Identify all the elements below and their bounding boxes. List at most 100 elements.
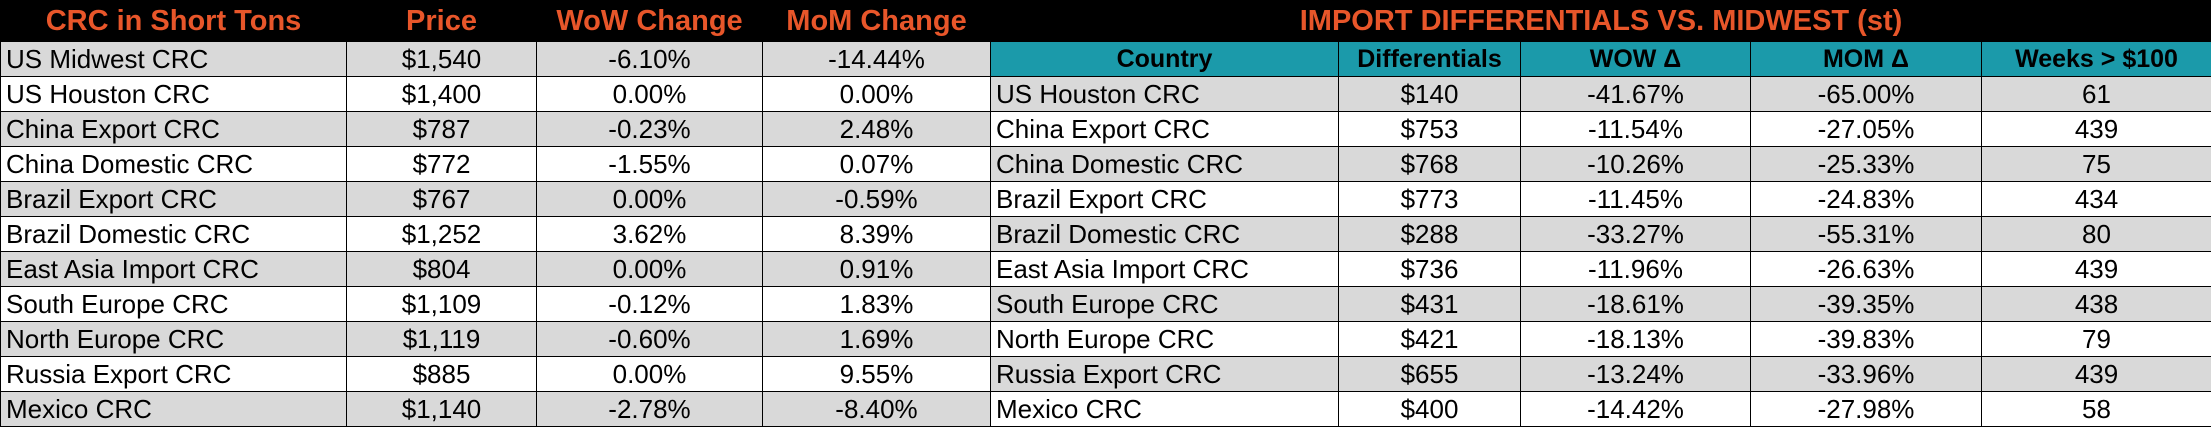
row-mom-cell: -8.40% [763,392,991,427]
row-wow-cell: 0.00% [537,357,763,392]
row-country-cell: China Export CRC [991,112,1339,147]
row-price-cell: $1,540 [347,42,537,77]
row-weeks-cell: 438 [1982,287,2211,322]
row-mom-cell: -0.59% [763,182,991,217]
row-weeks-cell: 434 [1982,182,2211,217]
row-wow-cell: 0.00% [537,252,763,287]
row-name-cell: Russia Export CRC [1,357,347,392]
row-mom-cell: 1.83% [763,287,991,322]
row-name-cell: Mexico CRC [1,392,347,427]
import-differentials-title: IMPORT DIFFERENTIALS VS. MIDWEST (st) [991,1,2211,42]
table-row: Mexico CRC$400-14.42%-27.98%58 [991,392,2211,427]
row-name-cell: US Midwest CRC [1,42,347,77]
header-wow-delta: WOW Δ [1521,42,1751,77]
row-wow-cell: -0.60% [537,322,763,357]
row-differential-cell: $768 [1339,147,1521,182]
header-wow-change: WoW Change [537,1,763,42]
row-price-cell: $787 [347,112,537,147]
row-differential-cell: $736 [1339,252,1521,287]
table-row: China Domestic CRC$772-1.55%0.07% [1,147,991,182]
row-mom-delta-cell: -25.33% [1751,147,1982,182]
row-country-cell: North Europe CRC [991,322,1339,357]
row-price-cell: $1,400 [347,77,537,112]
row-price-cell: $767 [347,182,537,217]
import-differentials-header-row: Country Differentials WOW Δ MOM Δ Weeks … [991,42,2211,77]
row-weeks-cell: 439 [1982,252,2211,287]
row-mom-delta-cell: -39.35% [1751,287,1982,322]
table-row: China Export CRC$787-0.23%2.48% [1,112,991,147]
row-wow-cell: -2.78% [537,392,763,427]
header-mom-change: MoM Change [763,1,991,42]
table-row: Russia Export CRC$655-13.24%-33.96%439 [991,357,2211,392]
row-mom-cell: 1.69% [763,322,991,357]
import-differentials-table: IMPORT DIFFERENTIALS VS. MIDWEST (st) Co… [990,0,2211,427]
row-country-cell: China Domestic CRC [991,147,1339,182]
row-mom-cell: 8.39% [763,217,991,252]
row-price-cell: $804 [347,252,537,287]
row-name-cell: Brazil Domestic CRC [1,217,347,252]
table-row: North Europe CRC$1,119-0.60%1.69% [1,322,991,357]
row-wow-cell: 3.62% [537,217,763,252]
row-wow-delta-cell: -18.13% [1521,322,1751,357]
row-weeks-cell: 79 [1982,322,2211,357]
row-wow-cell: 0.00% [537,182,763,217]
table-row: China Domestic CRC$768-10.26%-25.33%75 [991,147,2211,182]
row-mom-delta-cell: -27.98% [1751,392,1982,427]
row-mom-delta-cell: -65.00% [1751,77,1982,112]
row-mom-delta-cell: -39.83% [1751,322,1982,357]
row-name-cell: South Europe CRC [1,287,347,322]
table-row: East Asia Import CRC$736-11.96%-26.63%43… [991,252,2211,287]
row-name-cell: North Europe CRC [1,322,347,357]
header-differentials: Differentials [1339,42,1521,77]
crc-price-sheet: CRC in Short Tons Price WoW Change MoM C… [0,0,2211,417]
row-differential-cell: $421 [1339,322,1521,357]
row-name-cell: Brazil Export CRC [1,182,347,217]
row-mom-delta-cell: -27.05% [1751,112,1982,147]
row-wow-delta-cell: -18.61% [1521,287,1751,322]
crc-price-table: CRC in Short Tons Price WoW Change MoM C… [0,0,991,427]
header-country: Country [991,42,1339,77]
row-mom-cell: 0.07% [763,147,991,182]
row-wow-cell: -6.10% [537,42,763,77]
row-mom-cell: 9.55% [763,357,991,392]
row-differential-cell: $140 [1339,77,1521,112]
row-differential-cell: $431 [1339,287,1521,322]
table-row: South Europe CRC$431-18.61%-39.35%438 [991,287,2211,322]
row-wow-delta-cell: -11.54% [1521,112,1751,147]
table-row: China Export CRC$753-11.54%-27.05%439 [991,112,2211,147]
row-wow-cell: 0.00% [537,77,763,112]
row-name-cell: East Asia Import CRC [1,252,347,287]
row-mom-delta-cell: -26.63% [1751,252,1982,287]
row-name-cell: China Domestic CRC [1,147,347,182]
row-price-cell: $772 [347,147,537,182]
header-price: Price [347,1,537,42]
row-wow-delta-cell: -14.42% [1521,392,1751,427]
row-name-cell: US Houston CRC [1,77,347,112]
row-weeks-cell: 80 [1982,217,2211,252]
row-wow-delta-cell: -11.45% [1521,182,1751,217]
row-differential-cell: $773 [1339,182,1521,217]
row-wow-delta-cell: -11.96% [1521,252,1751,287]
header-crc-short-tons: CRC in Short Tons [1,1,347,42]
row-country-cell: Mexico CRC [991,392,1339,427]
row-wow-cell: -0.23% [537,112,763,147]
row-mom-cell: 2.48% [763,112,991,147]
import-differentials-title-row: IMPORT DIFFERENTIALS VS. MIDWEST (st) [991,1,2211,42]
row-weeks-cell: 75 [1982,147,2211,182]
header-mom-delta: MOM Δ [1751,42,1982,77]
row-differential-cell: $753 [1339,112,1521,147]
row-country-cell: East Asia Import CRC [991,252,1339,287]
row-price-cell: $1,109 [347,287,537,322]
row-price-cell: $1,140 [347,392,537,427]
table-row: Mexico CRC$1,140-2.78%-8.40% [1,392,991,427]
header-weeks-over-100: Weeks > $100 [1982,42,2211,77]
table-row: South Europe CRC$1,109-0.12%1.83% [1,287,991,322]
table-row: Brazil Domestic CRC$288-33.27%-55.31%80 [991,217,2211,252]
row-price-cell: $1,252 [347,217,537,252]
row-country-cell: Russia Export CRC [991,357,1339,392]
